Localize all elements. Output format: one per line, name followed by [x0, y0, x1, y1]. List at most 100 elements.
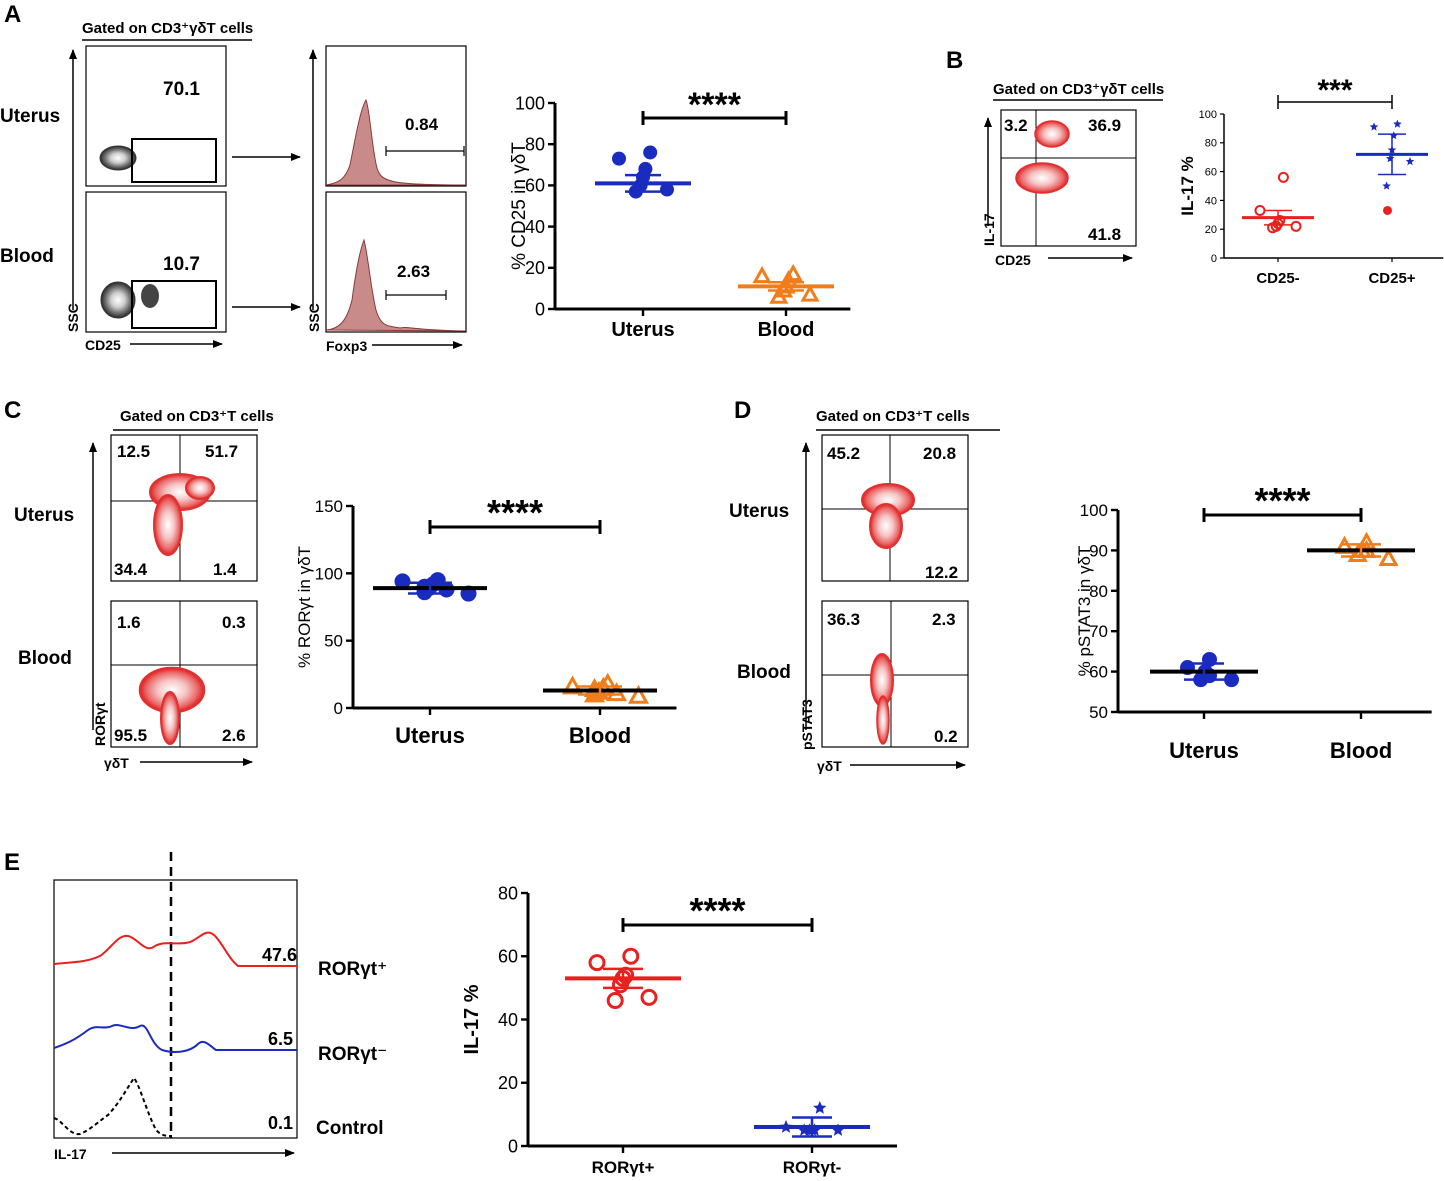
data-point [800, 284, 820, 302]
x-tick-label: Blood [1330, 738, 1392, 763]
flow-population [185, 476, 215, 500]
data-point [1378, 547, 1399, 566]
x-tick-label: CD25- [1256, 270, 1299, 287]
data-point [1369, 122, 1379, 131]
quadrant-value: 1.4 [213, 560, 237, 579]
histogram-legend-label: Control [316, 1118, 384, 1139]
histogram-fill [325, 98, 467, 186]
data-point [640, 988, 658, 1006]
x-tick-label: Blood [758, 319, 815, 341]
histogram-trace-control [53, 1076, 173, 1137]
quadrant-value: 95.5 [114, 726, 147, 745]
data-point [1224, 672, 1239, 688]
data-point [797, 1123, 811, 1136]
y-tick-label: 100 [1199, 109, 1217, 121]
data-point [622, 947, 640, 965]
y-axis-label: SSC [65, 303, 81, 332]
y-tick-label: 0 [1211, 253, 1217, 265]
quadrant-value: 20.8 [923, 444, 956, 463]
data-point [588, 954, 606, 972]
data-point [1389, 131, 1399, 140]
contour-population [141, 284, 159, 308]
quadrant-value: 2.6 [222, 726, 246, 745]
x-axis-label: γδT [104, 755, 129, 771]
x-tick-label: Uterus [395, 723, 465, 748]
data-point [394, 573, 411, 590]
significance-stars: *** [1317, 74, 1352, 107]
flow-population [153, 494, 183, 556]
x-tick-label: RORγt+ [592, 1158, 655, 1177]
data-point [561, 675, 584, 695]
chart-b: 0 20 40 60 80 100 IL-17 % CD25- CD25+ *** [1178, 74, 1444, 287]
significance-stars: **** [689, 890, 745, 931]
data-point [612, 151, 626, 166]
data-point [1254, 204, 1266, 216]
y-tick-label: 80 [1205, 138, 1217, 150]
x-tick-label: Uterus [611, 319, 674, 341]
quadrant-value: 41.8 [1088, 225, 1121, 244]
gate-value: 70.1 [163, 79, 200, 100]
chart-a: 0 20 40 60 80 100 % CD25 in γδT Uterus Blood **** [509, 86, 851, 341]
significance-stars: **** [487, 492, 543, 533]
y-tick-label: 50 [324, 632, 343, 651]
quadrant-value: 0.2 [934, 727, 958, 746]
quadrant-value: 0.3 [222, 613, 246, 632]
flow-population [160, 691, 180, 745]
histogram-value: 6.5 [268, 1029, 293, 1049]
y-tick-label: 40 [525, 217, 545, 237]
panel-c: C Gated on CD3⁺T cells 12.5 51.7 34.4 1.… [4, 397, 677, 771]
chart-c: 0 50 100 150 % RORγt in γδT Uterus Blood **** [295, 492, 677, 748]
quadrant-value: 2.3 [932, 610, 956, 629]
data-point [831, 1123, 845, 1136]
quadrant-value: 34.4 [114, 560, 148, 579]
data-point [1277, 171, 1289, 183]
x-tick-label: RORγt- [783, 1158, 842, 1177]
quadrant-value: 36.3 [827, 610, 860, 629]
histogram-value: 2.63 [397, 262, 430, 281]
row-label: Blood [0, 246, 54, 267]
x-axis-label: Foxp3 [326, 338, 367, 354]
gate-box [131, 138, 217, 183]
y-axis-label: IL-17 [981, 213, 997, 246]
quadrant-value: 12.5 [117, 442, 150, 461]
data-point [1393, 119, 1402, 128]
panel-a: A Gated on CD3⁺γδT cells 70.1 10.7 Uteru… [0, 1, 851, 354]
y-tick-label: 80 [1089, 582, 1108, 601]
significance-stars: **** [688, 86, 742, 124]
panel-a-letter: A [4, 1, 21, 28]
histogram-blood [325, 191, 467, 333]
x-tick-label: Blood [569, 723, 631, 748]
panel-c-letter: C [4, 397, 21, 424]
data-point [1405, 157, 1415, 166]
histogram-legend-label: RORγt⁻ [318, 1044, 387, 1065]
data-point [643, 145, 658, 160]
flow-population [1015, 162, 1069, 194]
histogram-value: 0.84 [405, 115, 439, 134]
y-tick-label: 100 [1080, 501, 1108, 520]
histogram-fill [325, 238, 467, 332]
flow-plot-blood [821, 600, 969, 748]
histogram-value: 0.1 [268, 1113, 293, 1133]
y-tick-label: 20 [1205, 224, 1217, 236]
y-axis-label: % CD25 in γδT [509, 142, 530, 270]
data-point [660, 182, 674, 197]
row-label: Uterus [729, 501, 789, 522]
y-axis-label: % RORγt in γδT [295, 546, 314, 668]
y-axis-label: SSC [306, 303, 322, 332]
y-tick-label: 60 [498, 947, 518, 967]
y-axis-label: % pSTAT3 in γδT [1075, 546, 1094, 677]
gate-value: 10.7 [163, 254, 200, 275]
y-tick-label: 60 [525, 176, 545, 196]
x-tick-label: Uterus [1169, 738, 1239, 763]
panel-d-gate-label: Gated on CD3⁺T cells [816, 408, 970, 425]
data-point [769, 286, 789, 304]
row-label: Blood [18, 648, 72, 669]
y-tick-label: 70 [1089, 622, 1108, 641]
y-tick-label: 0 [508, 1136, 518, 1156]
panel-e: E 47.6 6.5 0.1 RORγt⁺ RORγt⁻ Control IL-… [4, 849, 898, 1177]
y-tick-label: 100 [515, 93, 545, 113]
y-tick-label: 20 [525, 258, 545, 278]
histogram-trace-rorgt-neg [53, 1024, 297, 1053]
y-tick-label: 0 [334, 699, 343, 718]
